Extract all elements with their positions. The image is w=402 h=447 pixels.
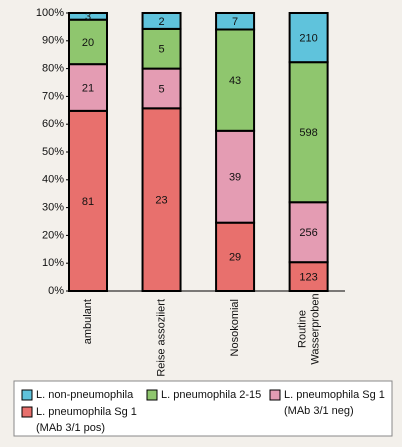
value-label: 5 bbox=[158, 44, 164, 56]
legend-box bbox=[13, 380, 393, 437]
text-line: L. pneumophila Sg 1 bbox=[284, 389, 385, 401]
bar-segment bbox=[288, 12, 329, 64]
value-label: 29 bbox=[229, 252, 241, 264]
value-label: 123 bbox=[299, 272, 317, 284]
text-line: L. pneumophila Sg 1 bbox=[36, 406, 137, 418]
bar-segment bbox=[215, 129, 256, 224]
x-tick-label: Reise assoziiert bbox=[155, 299, 167, 377]
legend-swatch bbox=[146, 389, 158, 401]
x-tick-label: RoutineWasserproben bbox=[297, 293, 322, 364]
x-tick-label: ambulant bbox=[82, 299, 94, 344]
legend-swatch bbox=[269, 389, 281, 401]
bar-segment bbox=[288, 61, 329, 204]
bar-segment bbox=[68, 18, 108, 66]
legend-swatch bbox=[21, 389, 33, 401]
text-line: L. pneumophila 2-15 bbox=[161, 389, 261, 401]
bar-segment bbox=[215, 221, 256, 292]
legend-label: L. pneumophila 2-15 bbox=[161, 389, 261, 401]
y-tick-label: 40% bbox=[42, 174, 64, 186]
value-label: 43 bbox=[229, 75, 241, 87]
legend-swatch bbox=[21, 406, 33, 418]
value-label: 598 bbox=[299, 127, 317, 139]
value-label: 20 bbox=[82, 37, 94, 49]
text-line: L. non-pneumophila bbox=[36, 389, 134, 401]
y-tick-label: 60% bbox=[42, 118, 64, 130]
text-line: (MAb 3/1 pos) bbox=[36, 422, 105, 434]
bar-segment bbox=[141, 12, 182, 30]
bar-segment bbox=[68, 109, 108, 292]
text-line: (MAb 3/1 neg) bbox=[284, 405, 354, 417]
text-line: Routine bbox=[297, 310, 309, 348]
y-tick-label: 10% bbox=[42, 257, 64, 269]
text-line: Wasserproben bbox=[310, 293, 322, 364]
y-tick-label: 50% bbox=[42, 146, 64, 158]
legend-label: L. pneumophila Sg 1 (MAb 3/1 neg) bbox=[284, 389, 385, 417]
bar-segment bbox=[141, 27, 182, 70]
y-tick-label: 80% bbox=[42, 63, 64, 75]
x-tick-label: Nosokomial bbox=[229, 299, 241, 356]
y-tick-label: 20% bbox=[42, 229, 64, 241]
y-tick-label: 30% bbox=[42, 202, 64, 214]
value-label: 210 bbox=[299, 32, 317, 44]
value-label: 81 bbox=[82, 196, 94, 208]
value-label: 5 bbox=[158, 83, 164, 95]
legend-label: L. pneumophila Sg 1 (MAb 3/1 pos) bbox=[36, 406, 137, 434]
value-label: 3 bbox=[85, 11, 91, 23]
y-tick-label: 100% bbox=[36, 7, 64, 19]
bar-segment bbox=[288, 201, 329, 264]
value-label: 2 bbox=[158, 16, 164, 28]
bar-segment bbox=[288, 261, 329, 293]
y-tick-label: 70% bbox=[42, 90, 64, 102]
value-label: 7 bbox=[232, 16, 238, 28]
bar-segment bbox=[215, 12, 256, 31]
bar-segment bbox=[141, 67, 182, 110]
bar-segment bbox=[68, 12, 108, 21]
y-tick-label: 90% bbox=[42, 35, 64, 47]
value-label: 21 bbox=[82, 82, 94, 94]
legend-label: L. non-pneumophila bbox=[36, 389, 134, 401]
value-label: 256 bbox=[299, 227, 317, 239]
value-label: 39 bbox=[229, 172, 241, 184]
bar-segment bbox=[141, 107, 182, 292]
y-tick-label: 0% bbox=[48, 285, 64, 297]
value-label: 23 bbox=[155, 195, 167, 207]
